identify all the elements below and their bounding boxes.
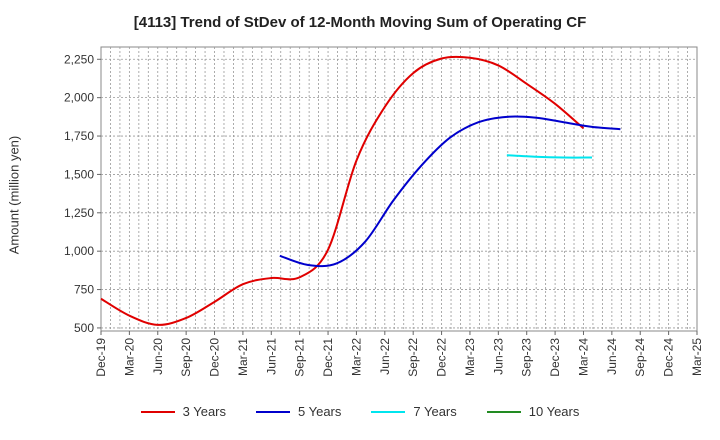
x-tick-label: Mar-23 (463, 338, 477, 376)
x-tick-label: Jun-22 (378, 338, 392, 375)
x-tick-label: Dec-20 (208, 338, 222, 377)
series-line-3-years (100, 55, 585, 326)
legend-swatch (486, 410, 521, 413)
legend-item: 3 Years (140, 404, 226, 419)
y-tick-label: 1,750 (64, 129, 94, 143)
series-line-7-years (506, 154, 592, 159)
series-line-5-years (279, 115, 621, 268)
x-tick-label: Dec-19 (94, 338, 108, 377)
x-tick-label: Mar-20 (122, 338, 136, 376)
x-tick-label: Mar-24 (576, 338, 590, 376)
legend-swatch (140, 410, 175, 413)
y-tick-label: 500 (74, 321, 94, 335)
y-tick-label: 2,000 (64, 91, 94, 105)
legend-label: 5 Years (298, 404, 342, 419)
x-tick-label: Dec-23 (548, 338, 562, 377)
legend-item: 7 Years (371, 404, 457, 419)
legend: 3 Years 5 Years 7 Years 10 Years (0, 404, 720, 419)
legend-swatch (256, 410, 290, 413)
legend-item: 5 Years (256, 404, 341, 419)
x-tick-label: Sep-23 (520, 338, 534, 377)
x-tick-label: Sep-20 (179, 338, 193, 377)
legend-item: 10 Years (486, 404, 580, 419)
y-tick-label: 1,000 (64, 244, 94, 258)
legend-label: 7 Years (413, 404, 457, 419)
x-tick-label: Jun-20 (151, 338, 165, 375)
x-tick-label: Sep-21 (293, 338, 307, 377)
x-tick-label: Dec-22 (435, 338, 449, 377)
y-tick-label: 1,500 (64, 167, 94, 181)
legend-swatch (371, 410, 406, 413)
line-chart: 500 750 1,000 1,250 1,500 1,750 2,000 2,250 Dec-… (64, 46, 704, 377)
x-tick-label: Jun-21 (264, 338, 278, 375)
chart-title: [4113] Trend of StDev of 12-Month Moving… (133, 14, 587, 31)
x-tick-label: Jun-24 (605, 338, 619, 375)
plot-frame (100, 46, 698, 332)
x-tick-label: Sep-24 (633, 338, 647, 377)
x-tick-label: Mar-21 (236, 338, 250, 376)
x-tick-label: Jun-23 (491, 338, 505, 375)
x-tick-label: Mar-22 (349, 338, 363, 376)
y-tick-label: 1,250 (64, 206, 94, 220)
y-tick-label: 2,250 (64, 52, 94, 66)
y-tick-label: 750 (74, 283, 94, 297)
legend-label: 10 Years (528, 404, 580, 419)
x-tick-label: Sep-22 (406, 338, 420, 377)
x-tick-label: Dec-21 (321, 338, 335, 377)
x-tick-label: Mar-25 (690, 338, 704, 376)
x-tick-label: Dec-24 (662, 338, 676, 377)
legend-label: 3 Years (182, 404, 226, 419)
